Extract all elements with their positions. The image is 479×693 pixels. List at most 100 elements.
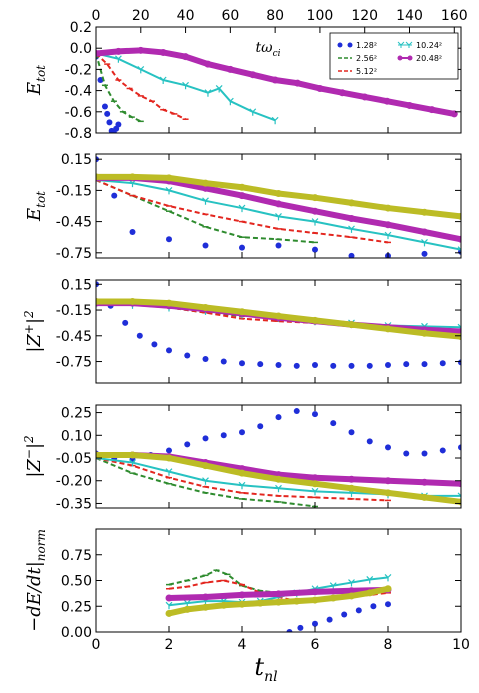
y-tick-label: -0.8 — [65, 126, 92, 142]
data-point — [165, 594, 173, 602]
series-line-10-24 — [96, 52, 276, 122]
data-point — [384, 489, 392, 497]
data-point — [136, 332, 143, 339]
y-tick-label: 0.75 — [61, 548, 92, 564]
panel-3: 0.15 -0.15 -0.45 -0.75 |Z+|2 — [22, 277, 462, 384]
legend-item: 10.24² — [397, 41, 442, 50]
data-point — [202, 593, 209, 601]
data-point — [384, 573, 392, 582]
legend-item: 5.12² — [338, 67, 377, 76]
data-point — [257, 423, 264, 430]
data-point — [370, 603, 377, 610]
top-axis-title: tωci — [256, 40, 281, 59]
data-point — [311, 316, 319, 324]
data-point — [202, 184, 209, 192]
top-tick-label: 60 — [221, 8, 239, 24]
data-point — [202, 462, 209, 470]
legend-item: 2.56² — [338, 54, 377, 63]
data-point — [311, 207, 319, 215]
data-point — [275, 590, 282, 598]
data-point — [129, 229, 136, 235]
data-point — [182, 81, 189, 90]
panels-group: 0.2 0.0 -0.2 -0.4 -0.6 -0.8 Etot 0.15 -0.15 -0.45… — [22, 20, 462, 641]
data-point — [457, 480, 461, 488]
data-point — [326, 616, 333, 623]
y-tick-label: 0.15 — [61, 152, 92, 168]
data-point — [348, 579, 355, 587]
x-tick-label: 8 — [384, 637, 393, 653]
data-point — [226, 65, 234, 73]
top-tick-label: 0 — [92, 8, 101, 24]
data-point — [238, 481, 246, 490]
data-point — [115, 121, 122, 128]
data-point — [311, 474, 319, 482]
data-point — [385, 444, 391, 451]
legend-label: 20.48² — [416, 54, 442, 63]
y-axis-label: |Z−|2 — [22, 435, 45, 477]
data-point — [101, 103, 108, 110]
data-point — [457, 246, 461, 254]
data-point — [129, 297, 136, 305]
data-point — [106, 119, 113, 126]
data-point — [316, 84, 324, 92]
data-point — [385, 361, 391, 368]
series-line-5-12 — [96, 457, 389, 502]
data-point — [457, 323, 461, 332]
data-point — [457, 235, 461, 243]
data-point — [165, 299, 173, 307]
data-point — [202, 603, 209, 611]
data-point — [383, 97, 391, 105]
panel-frame — [95, 153, 462, 259]
data-point — [311, 480, 319, 488]
data-point — [421, 228, 428, 236]
data-point — [341, 611, 348, 618]
data-point — [275, 598, 282, 606]
data-point — [403, 361, 410, 368]
series-group — [165, 569, 392, 632]
data-point — [457, 492, 461, 500]
top-tick-label: 80 — [266, 8, 284, 24]
y-tick-label: -0.20 — [56, 474, 92, 490]
data-point — [165, 454, 173, 462]
top-axis: 0 20 40 60 80 100 120 140 160 — [92, 8, 468, 33]
data-point — [275, 361, 282, 368]
data-point — [239, 360, 245, 367]
y-tick-label: -0.15 — [56, 303, 92, 319]
data-point — [96, 297, 100, 305]
series-group — [96, 281, 461, 369]
data-point — [366, 362, 373, 369]
data-point — [182, 53, 190, 61]
data-point — [421, 450, 428, 457]
data-point — [220, 601, 228, 609]
data-point — [458, 444, 461, 451]
data-point — [249, 108, 257, 116]
data-point — [238, 600, 246, 608]
data-point — [312, 620, 318, 627]
data-point — [202, 303, 209, 311]
data-point — [166, 447, 172, 454]
data-point — [311, 194, 319, 202]
data-point — [275, 312, 282, 320]
y-tick-label: 0.25 — [61, 406, 92, 422]
data-point — [137, 46, 145, 54]
x-tick-label: 0 — [92, 637, 101, 653]
data-point — [311, 588, 319, 596]
top-tick-label: 120 — [351, 8, 378, 24]
data-point — [275, 484, 282, 493]
legend-marker — [347, 42, 353, 48]
data-point — [312, 361, 318, 368]
data-point — [457, 328, 461, 335]
data-point — [159, 76, 167, 84]
y-axis-label: Etot — [24, 65, 48, 96]
data-point — [355, 607, 362, 614]
data-point — [271, 76, 279, 84]
panel-frame — [95, 528, 462, 633]
data-point — [421, 238, 428, 247]
y-tick-label: -0.6 — [65, 105, 92, 121]
y-tick-label: -0.05 — [56, 451, 92, 467]
data-point — [329, 594, 337, 602]
bottom-axis: 0 2 4 6 8 10 — [92, 637, 470, 653]
data-point — [348, 225, 355, 233]
data-point — [348, 321, 355, 329]
data-point — [421, 478, 428, 486]
